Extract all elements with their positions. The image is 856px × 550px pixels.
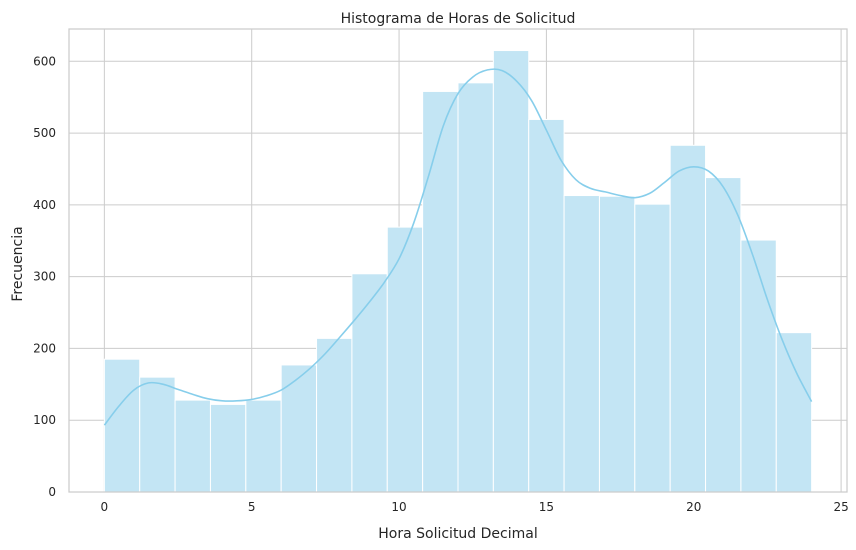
histogram-bar [245,399,282,493]
y-tick-label: 400 [33,198,56,212]
histogram-bar [563,195,600,493]
histogram-bar [422,90,459,493]
plot-frame [68,28,848,493]
x-tick-label: 20 [686,500,701,514]
histogram-bar [669,144,707,493]
chart-title: Histograma de Horas de Solicitud [341,11,576,27]
kde-layer [103,68,813,426]
y-tick-label: 0 [48,485,56,499]
x-tick-label: 0 [101,500,109,514]
y-tick-label: 600 [33,54,56,68]
histogram-bar [209,403,247,493]
histogram-bar [174,399,211,493]
y-tick-label: 300 [33,270,56,284]
y-tick-label: 500 [33,126,56,140]
x-tick-label: 10 [391,500,406,514]
histogram-bar [705,177,742,493]
histogram-bar [492,50,530,493]
y-tick-label: 200 [33,341,56,355]
x-tick-label: 5 [248,500,256,514]
histogram-bar [316,337,353,493]
x-axis-label: Hora Solicitud Decimal [378,526,537,542]
histogram-bar [103,358,141,493]
ticks-layer: 0 5 10 15 20 25 0 100 200 300 400 500 600 [33,54,849,514]
histogram-bar [386,226,424,493]
y-axis-label: Frecuencia [10,226,26,301]
histogram-bar [598,195,636,493]
histogram-bar [457,82,494,493]
x-tick-label: 25 [833,500,848,514]
histogram-bar [528,118,565,493]
histogram-bar [634,203,671,493]
histogram-bar [280,364,318,493]
histogram-bar [740,239,777,493]
histogram-bar [139,376,176,493]
y-tick-label: 100 [33,413,56,427]
bars-layer [103,50,813,493]
histogram-bar [351,273,388,493]
kde-curve [103,68,813,426]
x-tick-label: 15 [539,500,554,514]
histogram-bar [775,332,813,493]
